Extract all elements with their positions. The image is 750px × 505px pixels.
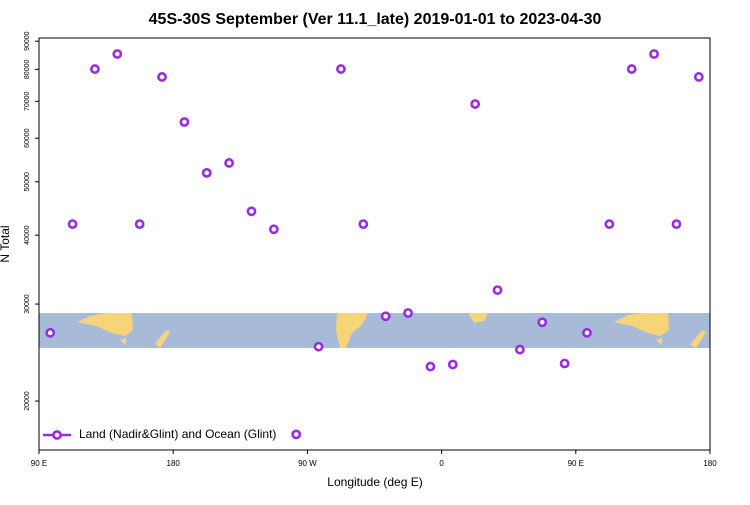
chart-title: 45S-30S September (Ver 11.1_late) 2019-0… <box>149 11 602 28</box>
data-point <box>649 49 659 59</box>
data-point <box>559 358 570 369</box>
y-tick-label: 90000 <box>24 31 31 51</box>
plot-frame <box>38 37 711 451</box>
y-tick-label: 50000 <box>24 172 31 192</box>
x-tick-label: 90 E <box>568 459 584 468</box>
x-tick-label: 0 <box>439 459 444 468</box>
y-tick-label: 20000 <box>24 391 31 411</box>
data-point <box>537 317 548 328</box>
data-point <box>693 72 704 82</box>
data-point <box>582 327 592 338</box>
data-point <box>45 327 56 338</box>
data-point <box>447 359 458 370</box>
data-point <box>134 219 145 229</box>
data-point <box>313 341 324 352</box>
x-tick-label: 90 E <box>31 459 47 468</box>
x-tick-label: 180 <box>703 459 717 468</box>
data-point <box>626 64 637 74</box>
x-axis-label: Longitude (deg E) <box>327 475 422 489</box>
data-point <box>90 64 100 74</box>
y-tick-label: 30000 <box>24 294 31 314</box>
data-point <box>492 285 503 295</box>
y-axis-label: N Total <box>0 225 12 262</box>
legend-marker <box>52 430 62 440</box>
data-point <box>336 64 346 74</box>
x-tick-label: 180 <box>167 459 181 468</box>
data-point <box>291 429 302 440</box>
data-point <box>67 219 78 229</box>
data-point <box>470 99 481 109</box>
map-band <box>39 313 710 348</box>
data-point <box>179 117 190 127</box>
data-point <box>380 311 391 322</box>
x-tick-label: 90 W <box>298 459 317 468</box>
data-point <box>514 344 525 355</box>
data-point <box>112 49 123 59</box>
y-tick-label: 60000 <box>24 128 31 148</box>
y-tick-label: 40000 <box>24 225 31 245</box>
data-point <box>425 361 436 372</box>
data-point <box>604 219 615 229</box>
data-point <box>403 308 413 318</box>
data-point <box>671 219 682 229</box>
data-point <box>268 224 279 235</box>
data-point <box>358 219 369 229</box>
legend-label: Land (Nadir&Glint) and Ocean (Glint) <box>79 427 276 441</box>
y-tick-label: 70000 <box>24 91 31 111</box>
data-point <box>224 158 235 168</box>
y-tick-label: 80000 <box>24 60 31 80</box>
data-point <box>246 206 257 217</box>
data-point <box>201 167 212 178</box>
data-point <box>157 72 167 82</box>
